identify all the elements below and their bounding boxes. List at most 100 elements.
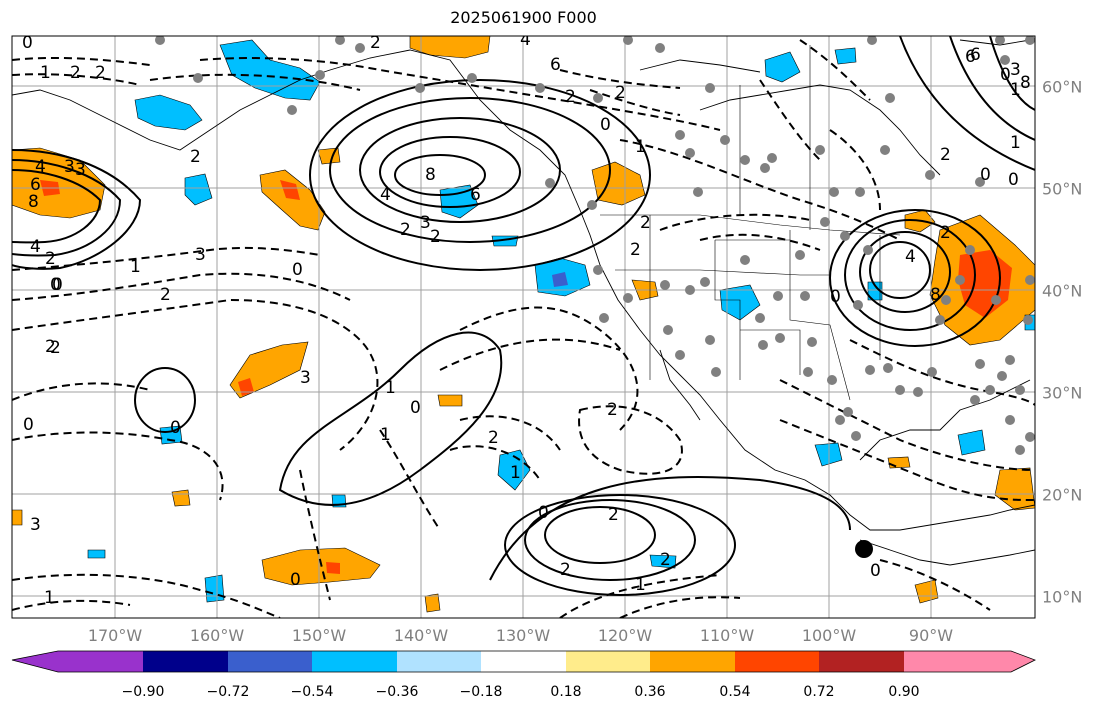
contour-label: 1 (44, 588, 55, 608)
contour-label: 1 (635, 575, 646, 595)
contour-label: 4 (380, 185, 391, 205)
colorbar-cell (650, 651, 735, 672)
lon-label-140w: 140°W (393, 626, 449, 645)
contour-label: 2 (45, 249, 56, 269)
negative-anomaly-region (184, 173, 213, 206)
contour-label: 4 (905, 247, 916, 267)
colorbar-tick-label: 0.36 (634, 684, 666, 700)
contour-layer (12, 36, 1035, 618)
contour-label: 2 (660, 550, 671, 570)
colorbar-cell (143, 651, 228, 672)
strong-positive-anomaly-region (326, 562, 340, 574)
contour-label: 3 (300, 368, 311, 388)
contour-label: 0 (830, 287, 841, 307)
lon-label-170w: 170°W (87, 626, 143, 645)
contour-label: 1 (635, 137, 646, 157)
contour-label: 6 (550, 55, 561, 75)
map-frame (11, 35, 1036, 619)
contour-label: 2 (430, 227, 441, 247)
lat-label-60n: 60°N (1042, 77, 1083, 97)
contour-label: 2 (940, 145, 951, 165)
graticule (12, 36, 1035, 618)
contour-label: 2 (607, 400, 618, 420)
colorbar-cell (397, 651, 481, 672)
positive-anomaly-region (317, 147, 341, 165)
colorbar-cell (228, 651, 312, 672)
contour-label: 8 (930, 285, 941, 305)
colorbar-tick-label: 0.72 (803, 684, 835, 700)
contour-label: 0 (22, 33, 33, 53)
contour-label: 1 (1010, 133, 1021, 153)
negative-anomaly-region (764, 51, 801, 83)
contour-label: 2 (160, 285, 171, 305)
colorbar-outline (11, 650, 1036, 673)
contour-label: 0 (538, 503, 549, 523)
contour-label: 0 (292, 260, 303, 280)
positive-anomaly-region (887, 456, 911, 469)
contour-label: 0 (870, 561, 881, 581)
contour-label: 3 (30, 515, 41, 535)
contour-label: 2 (488, 428, 499, 448)
positive-anomaly-region (12, 147, 106, 219)
positive-anomaly-region (914, 579, 939, 604)
strong-positive-anomaly-region (280, 180, 300, 200)
station-dots (155, 36, 1035, 455)
contour-label: 2 (940, 223, 951, 243)
contour-label: 1 (385, 378, 396, 398)
contour-label: 6 (965, 47, 976, 67)
contour-label: 2 (45, 337, 56, 357)
contour-label: 4 (30, 237, 41, 257)
negative-anomaly-region (834, 47, 857, 65)
lon-label-120w: 120°W (597, 626, 653, 645)
contour-label: 1 (380, 425, 391, 445)
colorbar-cell (904, 651, 1035, 672)
positive-anomaly-region (409, 36, 491, 59)
contour-label: 1 (130, 257, 141, 277)
contour-label: 0 (410, 398, 421, 418)
lat-label-10n: 10°N (1042, 587, 1083, 607)
coastlines (12, 39, 1035, 566)
positive-anomaly-region (424, 593, 441, 613)
contour-label: 2 (615, 83, 626, 103)
contour-label: 6 (970, 45, 981, 65)
contour-label: 8 (425, 165, 436, 185)
contour-label: 8 (1020, 73, 1031, 93)
lon-label-160w: 160°W (189, 626, 245, 645)
contour-label: 0 (600, 115, 611, 135)
map-title: 2025061900 F000 (450, 8, 597, 27)
lon-label-90w: 90°W (908, 626, 954, 645)
contour-label: 2 (630, 240, 641, 260)
contour-label: 4 (520, 30, 531, 50)
colorbar-tick-label: 0.54 (719, 684, 751, 700)
contour-label: 2 (50, 338, 61, 358)
contour-label: 2 (400, 220, 411, 240)
lat-label-50n: 50°N (1042, 179, 1083, 199)
colorbar-tick-label: −0.54 (290, 684, 334, 700)
contour-label: 0 (1000, 65, 1011, 85)
contour-label: 1 (1010, 80, 1021, 100)
strong-negative-anomaly-region (552, 272, 568, 287)
positive-anomaly-region (12, 509, 23, 526)
contour-label: 2 (640, 213, 651, 233)
colorbar-tick-label: 0.90 (888, 684, 920, 700)
colorbar-cell (566, 651, 650, 672)
colorbar-cell (12, 651, 143, 672)
contour-label: 1 (510, 463, 521, 483)
colorbar-tick-label: −0.72 (206, 684, 250, 700)
marker-dot (855, 540, 873, 558)
contour-label: 0 (290, 570, 301, 590)
colorbar-tick-label: 0.18 (550, 684, 582, 700)
lat-label-30n: 30°N (1042, 383, 1083, 403)
colorbar (11, 650, 1036, 673)
colorbar-cell (312, 651, 397, 672)
colorbar-tick-label: −0.36 (375, 684, 419, 700)
colorbar-tick-label: −0.18 (459, 684, 503, 700)
contour-label: 0 (980, 165, 991, 185)
colorbar-cell (481, 651, 566, 672)
contour-label: 8 (28, 192, 39, 212)
lon-label-110w: 110°W (699, 626, 755, 645)
contour-label: 3 (64, 157, 75, 177)
